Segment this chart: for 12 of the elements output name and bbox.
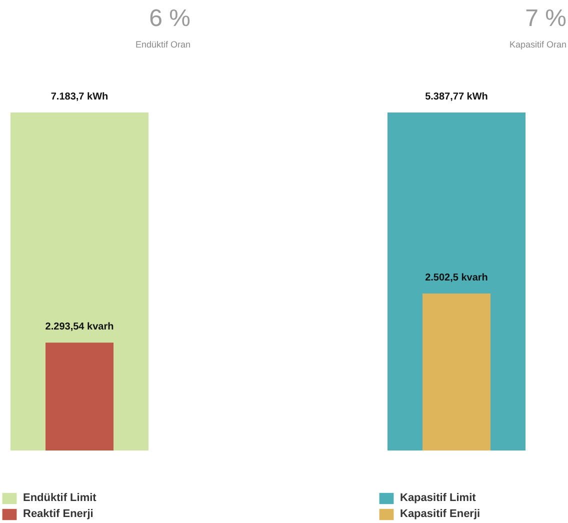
legend-label: Kapasitif Enerji (400, 508, 480, 520)
chart-subtitle: Kapasitif Oran (509, 40, 567, 50)
legend-label: Reaktif Enerji (23, 508, 94, 520)
data-label: 7.183,7 kWh (50, 92, 108, 102)
legend-label: Kapasitif Limit (400, 492, 476, 504)
data-label: 5.387,77 kWh (425, 92, 488, 102)
data-label: 2.502,5 kvarh (425, 272, 488, 284)
chart-title: 7 % (525, 5, 567, 32)
legend-label: Endüktif Limit (23, 492, 96, 504)
chart-title: 6 % (149, 5, 191, 32)
chart-subtitle: Endüktif Oran (135, 40, 191, 50)
data-label: 2.293,54 kvarh (45, 322, 114, 333)
